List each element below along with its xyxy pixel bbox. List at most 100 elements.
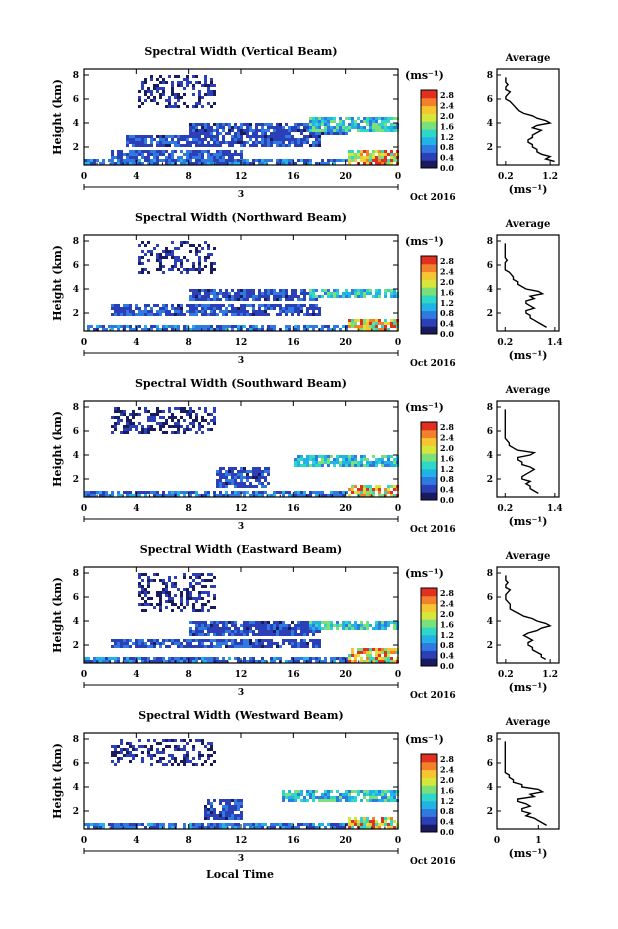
heatmap-cell [159,313,162,316]
heatmap-cell [354,796,357,799]
heatmap-cell [159,144,162,147]
heatmap-cell [357,295,360,298]
average-x-tick-label: 1.2 [542,172,558,182]
heatmap-cell [291,630,294,633]
heatmap-cell [126,416,129,419]
heatmap-cell [243,304,246,307]
heatmap-cell [306,464,309,467]
colorbar-segment [421,97,437,107]
heatmap-cell [306,138,309,141]
heatmap-cell [351,117,354,120]
heatmap-cell [216,630,219,633]
heatmap-cell [111,153,114,156]
heatmap-cell [198,639,201,642]
heatmap-cell [171,416,174,419]
heatmap-cell [327,624,330,627]
heatmap-cell [369,156,372,159]
heatmap-cell [309,657,312,660]
heatmap-cell [360,322,363,325]
heatmap-cell [315,295,318,298]
heatmap-cell [387,648,390,651]
heatmap-cell [228,159,231,162]
heatmap-cell [348,654,351,657]
heatmap-cell [324,292,327,295]
heatmap-cell [231,805,234,808]
heatmap-cell [216,639,219,642]
heatmap-cell [201,129,204,132]
heatmap-cell [225,811,228,814]
heatmap-cell [258,624,261,627]
colorbar-segment [421,422,437,431]
heatmap-cell [360,150,363,153]
heatmap-cell [333,796,336,799]
heatmap-cell [213,144,216,147]
heatmap-cell [120,739,123,742]
heatmap-cell [318,630,321,633]
average-frame [496,400,560,498]
heatmap-cell [255,129,258,132]
heatmap-cell [150,491,153,494]
heatmap-cell [189,416,192,419]
heatmap-cell [168,600,171,603]
heatmap-cell [303,621,306,624]
heatmap-cell [207,808,210,811]
heatmap-cell [174,425,177,428]
colorbar-tick-label: 0.0 [440,827,454,837]
heatmap-cell [318,464,321,467]
heatmap-cell [306,135,309,138]
heatmap-cell [258,310,261,313]
heatmap-cell [186,144,189,147]
heatmap-cell [141,660,144,663]
heatmap-cell [342,624,345,627]
heatmap-cell [384,660,387,663]
heatmap-cell [237,141,240,144]
heatmap-cell [201,298,204,301]
heatmap-cell [201,754,204,757]
heatmap-cell [126,748,129,751]
average-y-tick-label: 6 [487,759,493,769]
heatmap-cell [132,757,135,760]
heatmap-cell [360,461,363,464]
heatmap-cell [123,428,126,431]
heatmap-cell [384,150,387,153]
heatmap-cell [369,491,372,494]
heatmap-cell [141,328,144,331]
heatmap-cell [393,488,396,491]
heatmap-cell [288,630,291,633]
heatmap-cell [369,494,372,497]
heatmap-cell [126,422,129,425]
heatmap-cell [165,162,168,165]
heatmap-cell [333,126,336,129]
heatmap-cell [135,304,138,307]
heatmap-cell [204,328,207,331]
heatmap-cell [195,600,198,603]
heatmap-cell [270,307,273,310]
average-y-tick-label: 4 [487,451,493,461]
heatmap-cell [225,162,228,165]
heatmap-cell [156,102,159,105]
heatmap-cell [294,129,297,132]
heatmap-cell [336,494,339,497]
heatmap-cell [135,144,138,147]
heatmap-cell [300,458,303,461]
heatmap-cell [225,295,228,298]
heatmap-cell [129,751,132,754]
heatmap-cell [324,455,327,458]
heatmap-cell [225,482,228,485]
heatmap-cell [306,633,309,636]
heatmap-cell [354,621,357,624]
heatmap-cell [219,123,222,126]
heatmap-cell [171,763,174,766]
heatmap-cell [264,624,267,627]
heatmap-cell [390,322,393,325]
heatmap-cell [357,319,360,322]
heatmap-cell [156,491,159,494]
heatmap-cell [204,814,207,817]
heatmap-cell [384,464,387,467]
heatmap-cell [249,292,252,295]
heatmap-cell [255,141,258,144]
heatmap-cell [267,482,270,485]
x-tick-label: 12 [235,670,248,680]
heatmap-cell [369,485,372,488]
heatmap-cell [216,657,219,660]
